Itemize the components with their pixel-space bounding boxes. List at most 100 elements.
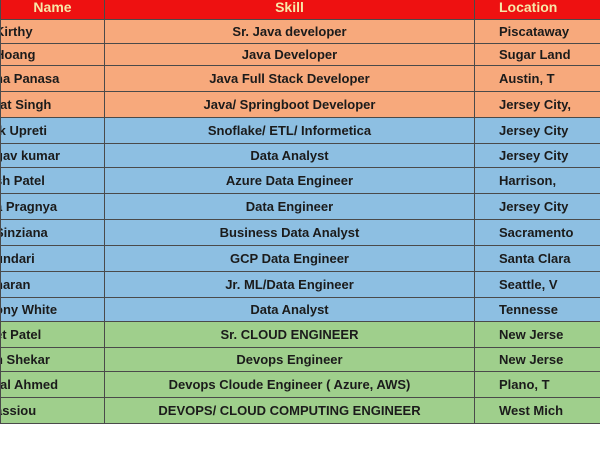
table-row: undari GCP Data Engineer Santa Clara xyxy=(0,245,600,272)
cell-location-text: Piscataway xyxy=(499,24,570,39)
cell-location-text: Plano, T xyxy=(499,377,550,392)
cell-name-text: et Patel xyxy=(2,327,42,342)
cell-skill[interactable]: Azure Data Engineer xyxy=(104,167,475,194)
cell-name[interactable]: haran xyxy=(0,271,105,298)
cell-location-text: Santa Clara xyxy=(499,251,571,266)
header-row: Name Skill Location xyxy=(0,0,600,20)
cell-location-text: Jersey City xyxy=(499,123,569,138)
cell-location-text: Jersey City xyxy=(499,148,569,163)
cell-location-text: Tennesse xyxy=(499,302,559,317)
cell-skill[interactable]: Devops Engineer xyxy=(104,347,475,372)
cell-name[interactable]: h Shekar xyxy=(0,347,105,372)
cell-skill[interactable]: Devops Cloude Engineer ( Azure, AWS) xyxy=(104,371,475,398)
cell-name-text: Kirthy xyxy=(2,24,33,39)
cell-name-text: Sinziana xyxy=(2,225,48,240)
cell-location[interactable]: Santa Clara xyxy=(474,245,600,272)
cell-location[interactable]: Austin, T xyxy=(474,65,600,92)
cell-location-text: New Jerse xyxy=(499,352,564,367)
cell-location-text: New Jerse xyxy=(499,327,564,342)
cell-name-text: a Pragnya xyxy=(0,199,58,214)
cell-location-text: Sacramento xyxy=(499,225,574,240)
cell-location[interactable]: Jersey City xyxy=(474,143,600,168)
table-row: Hoang Java Developer Sugar Land xyxy=(0,43,600,66)
table-row: Kirthy Sr. Java developer Piscataway xyxy=(0,19,600,44)
table-row: ral Ahmed Devops Cloude Engineer ( Azure,… xyxy=(0,371,600,398)
table-row: et Patel Sr. CLOUD ENGINEER New Jerse xyxy=(0,321,600,348)
table-row: ony White Data Analyst Tennesse xyxy=(0,297,600,322)
cell-name[interactable]: undari xyxy=(0,245,105,272)
table-row: rat Singh Java/ Springboot Developer Jerse… xyxy=(0,91,600,118)
candidates-table: Name Skill Location Kirthy Sr. Java devel… xyxy=(0,0,600,424)
table-row: Sinziana Business Data Analyst Sacramento xyxy=(0,219,600,246)
table-row: na Panasa Java Full Stack Developer Austin… xyxy=(0,65,600,92)
cell-name-text: gav kumar xyxy=(0,148,61,163)
cell-name-text: rat Singh xyxy=(0,97,52,112)
cell-location[interactable]: Sugar Land xyxy=(474,43,600,66)
cell-name-text: ral Ahmed xyxy=(0,377,59,392)
cell-skill[interactable]: Sr. Java developer xyxy=(104,19,475,44)
cell-name[interactable]: Hoang xyxy=(0,43,105,66)
cell-skill[interactable]: Data Analyst xyxy=(104,143,475,168)
cell-location[interactable]: Plano, T xyxy=(474,371,600,398)
cell-location-text: Jersey City, xyxy=(499,97,572,112)
cell-location[interactable]: Tennesse xyxy=(474,297,600,322)
cell-location[interactable]: Jersey City xyxy=(474,117,600,144)
cell-name[interactable]: ony White xyxy=(0,297,105,322)
cell-location[interactable]: New Jerse xyxy=(474,347,600,372)
cell-name-text: ik Upreti xyxy=(2,123,48,138)
cell-location[interactable]: Piscataway xyxy=(474,19,600,44)
cell-name[interactable]: sh Patel xyxy=(0,167,105,194)
cell-location[interactable]: West Mich xyxy=(474,397,600,424)
header-skill[interactable]: Skill xyxy=(104,0,475,20)
cell-location-text: Austin, T xyxy=(499,71,555,86)
cell-name[interactable]: Kirthy xyxy=(0,19,105,44)
table-row: assiou DEVOPS/ CLOUD COMPUTING ENGINEER We… xyxy=(0,397,600,424)
cell-skill[interactable]: Java/ Springboot Developer xyxy=(104,91,475,118)
cell-name[interactable]: et Patel xyxy=(0,321,105,348)
table-row: haran Jr. ML/Data Engineer Seattle, V xyxy=(0,271,600,298)
cell-location[interactable]: New Jerse xyxy=(474,321,600,348)
cell-name[interactable]: Sinziana xyxy=(0,219,105,246)
cell-skill[interactable]: Data Analyst xyxy=(104,297,475,322)
table-row: gav kumar Data Analyst Jersey City xyxy=(0,143,600,168)
cell-name[interactable]: ik Upreti xyxy=(0,117,105,144)
cell-skill[interactable]: GCP Data Engineer xyxy=(104,245,475,272)
cell-location[interactable]: Seattle, V xyxy=(474,271,600,298)
cell-name-text: Hoang xyxy=(2,47,36,62)
cell-location-text: West Mich xyxy=(499,403,564,418)
cell-name[interactable]: gav kumar xyxy=(0,143,105,168)
cell-location-text: Harrison, xyxy=(499,173,557,188)
cell-location-text: Sugar Land xyxy=(499,47,571,62)
cell-name-text: na Panasa xyxy=(0,71,60,86)
cell-name[interactable]: ral Ahmed xyxy=(0,371,105,398)
cell-location[interactable]: Jersey City, xyxy=(474,91,600,118)
cell-name-text: h Shekar xyxy=(2,352,50,367)
cell-skill[interactable]: Sr. CLOUD ENGINEER xyxy=(104,321,475,348)
cell-skill[interactable]: Java Full Stack Developer xyxy=(104,65,475,92)
cell-name-text: ony White xyxy=(0,302,58,317)
cell-name-text: undari xyxy=(2,251,35,266)
cell-name[interactable]: na Panasa xyxy=(0,65,105,92)
cell-name[interactable]: assiou xyxy=(0,397,105,424)
cell-skill[interactable]: Jr. ML/Data Engineer xyxy=(104,271,475,298)
cell-skill[interactable]: Java Developer xyxy=(104,43,475,66)
cell-name[interactable]: rat Singh xyxy=(0,91,105,118)
cell-location[interactable]: Harrison, xyxy=(474,167,600,194)
cell-name-text: haran xyxy=(2,277,31,292)
cell-location[interactable]: Sacramento xyxy=(474,219,600,246)
cell-skill[interactable]: Snoflake/ ETL/ Informetica xyxy=(104,117,475,144)
cell-skill[interactable]: Business Data Analyst xyxy=(104,219,475,246)
table-row: h Shekar Devops Engineer New Jerse xyxy=(0,347,600,372)
header-name[interactable]: Name xyxy=(0,0,105,20)
cell-skill[interactable]: DEVOPS/ CLOUD COMPUTING ENGINEER xyxy=(104,397,475,424)
header-location-label: Location xyxy=(499,0,558,15)
cell-name-text: sh Patel xyxy=(2,173,45,188)
cell-name[interactable]: a Pragnya xyxy=(0,193,105,220)
cell-skill[interactable]: Data Engineer xyxy=(104,193,475,220)
header-location[interactable]: Location xyxy=(474,0,600,20)
cell-location-text: Seattle, V xyxy=(499,277,558,292)
table-row: a Pragnya Data Engineer Jersey City xyxy=(0,193,600,220)
cell-location[interactable]: Jersey City xyxy=(474,193,600,220)
table-row: ik Upreti Snoflake/ ETL/ Informetica Jerse… xyxy=(0,117,600,144)
